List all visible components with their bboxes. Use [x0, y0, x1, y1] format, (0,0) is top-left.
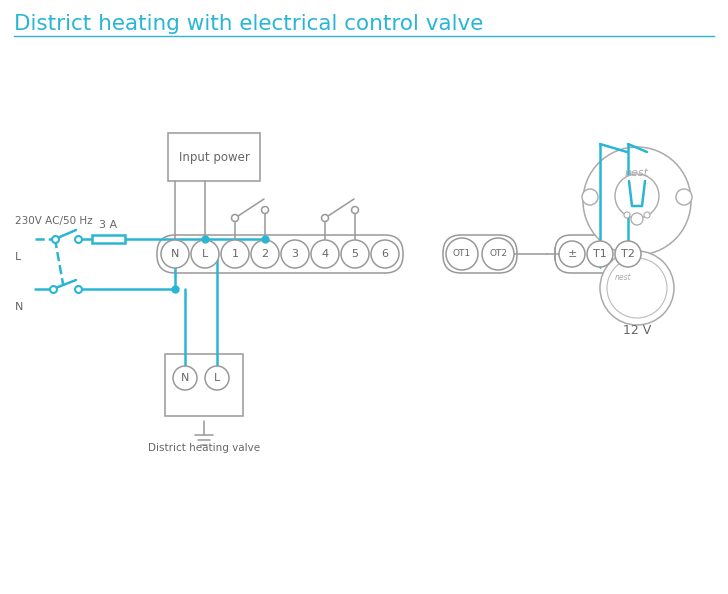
Text: 5: 5 [352, 249, 358, 259]
Circle shape [600, 251, 674, 325]
Text: 12 V: 12 V [623, 324, 651, 337]
Circle shape [221, 240, 249, 268]
Circle shape [311, 240, 339, 268]
Circle shape [582, 189, 598, 205]
Circle shape [251, 240, 279, 268]
Circle shape [322, 214, 328, 222]
Text: 2: 2 [261, 249, 269, 259]
Circle shape [587, 241, 613, 267]
Circle shape [615, 174, 659, 218]
FancyBboxPatch shape [157, 235, 403, 273]
Text: nest: nest [614, 273, 631, 283]
Circle shape [624, 212, 630, 218]
Bar [165, 354, 243, 416]
Circle shape [676, 189, 692, 205]
Text: N: N [181, 373, 189, 383]
Text: OT2: OT2 [489, 249, 507, 258]
FancyBboxPatch shape [443, 235, 517, 273]
Text: 1: 1 [232, 249, 239, 259]
Text: nest: nest [625, 168, 649, 178]
Text: ±: ± [567, 249, 577, 259]
Text: T2: T2 [621, 249, 635, 259]
Text: N: N [15, 302, 23, 312]
Text: 3: 3 [291, 249, 298, 259]
Circle shape [615, 241, 641, 267]
Circle shape [631, 213, 643, 225]
Text: 4: 4 [322, 249, 328, 259]
Circle shape [341, 240, 369, 268]
Text: Input power: Input power [178, 150, 250, 163]
Circle shape [173, 366, 197, 390]
Circle shape [191, 240, 219, 268]
Circle shape [644, 212, 650, 218]
Text: T1: T1 [593, 249, 607, 259]
Text: L: L [15, 252, 21, 262]
Circle shape [583, 147, 691, 255]
Circle shape [371, 240, 399, 268]
Circle shape [232, 214, 239, 222]
Text: L: L [214, 373, 220, 383]
Circle shape [261, 207, 269, 213]
Circle shape [559, 241, 585, 267]
Bar [168, 133, 260, 181]
Text: District heating with electrical control valve: District heating with electrical control… [14, 14, 483, 34]
Bar [92, 235, 125, 243]
Text: District heating valve: District heating valve [148, 443, 260, 453]
Circle shape [482, 238, 514, 270]
Text: 3 A: 3 A [99, 220, 117, 230]
Text: L: L [202, 249, 208, 259]
Circle shape [607, 258, 667, 318]
Text: N: N [171, 249, 179, 259]
Text: 6: 6 [381, 249, 389, 259]
Circle shape [446, 238, 478, 270]
Text: 230V AC/50 Hz: 230V AC/50 Hz [15, 216, 92, 226]
Text: OT1: OT1 [453, 249, 471, 258]
FancyBboxPatch shape [555, 235, 645, 273]
Circle shape [352, 207, 358, 213]
Circle shape [161, 240, 189, 268]
Circle shape [281, 240, 309, 268]
Circle shape [205, 366, 229, 390]
